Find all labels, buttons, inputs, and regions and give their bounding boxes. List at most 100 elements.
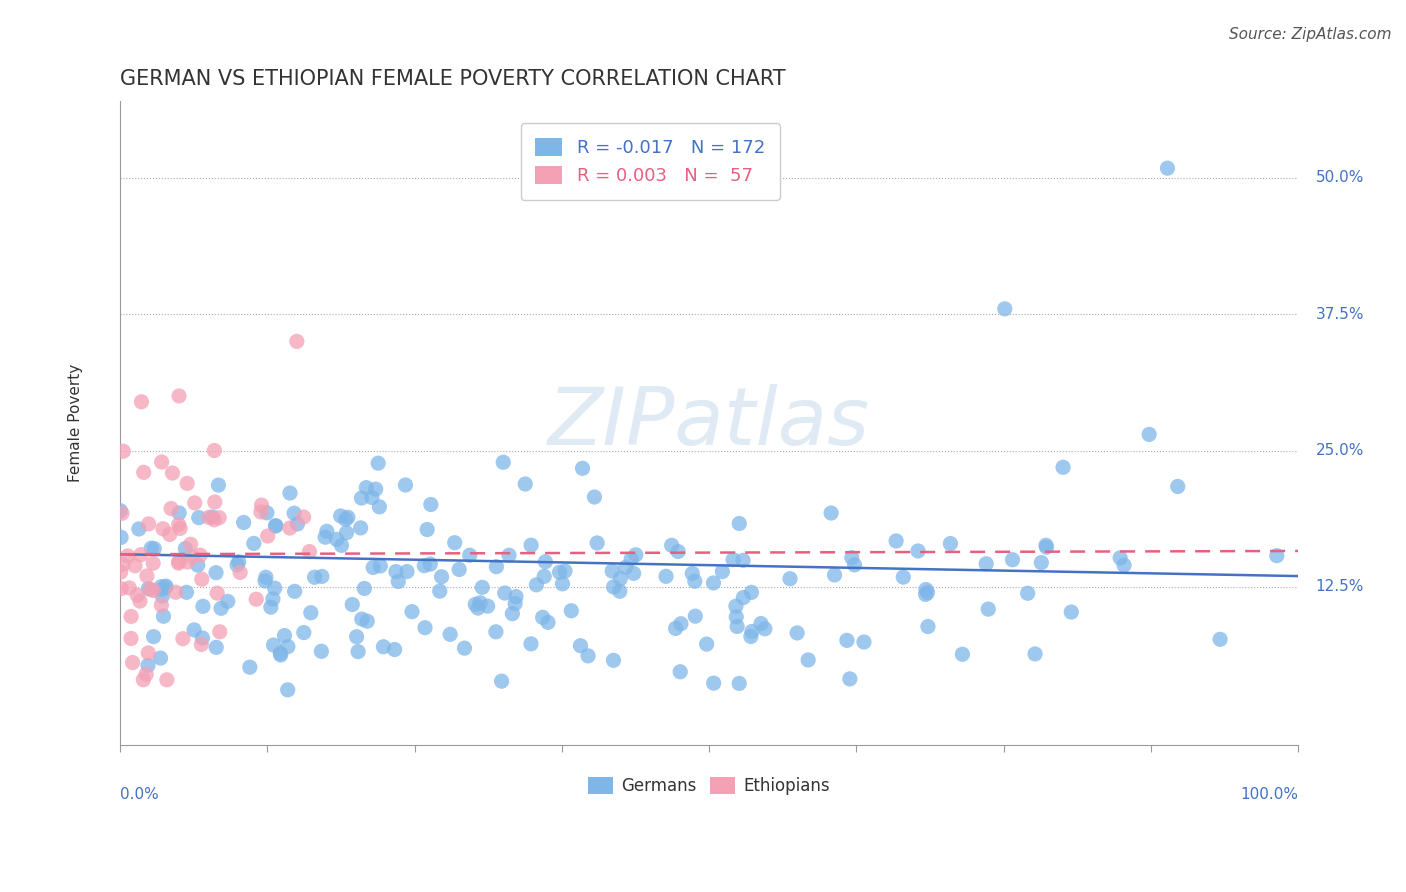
Point — [569, 639, 592, 653]
Point — [228, 555, 250, 569]
Legend: Germans, Ethiopians: Germans, Ethiopians — [582, 770, 837, 801]
Point — [232, 516, 254, 530]
Point — [449, 562, 471, 576]
Point — [183, 623, 205, 637]
Point — [150, 580, 173, 594]
Point — [165, 585, 187, 599]
Point — [884, 533, 907, 548]
Point — [1035, 538, 1057, 552]
Point — [526, 578, 548, 592]
Point — [1017, 586, 1039, 600]
Point — [602, 653, 624, 667]
Point — [191, 599, 214, 614]
Point — [325, 533, 347, 547]
Point — [181, 549, 204, 564]
Point — [749, 616, 772, 631]
Point — [132, 466, 155, 480]
Point — [253, 574, 276, 588]
Point — [141, 541, 163, 556]
Point — [118, 581, 141, 595]
Text: 25.0%: 25.0% — [1316, 443, 1364, 458]
Point — [329, 508, 352, 523]
Point — [202, 443, 225, 458]
Point — [367, 456, 389, 470]
Point — [669, 616, 692, 631]
Point — [494, 586, 516, 600]
Point — [142, 583, 165, 598]
Point — [586, 536, 609, 550]
Point — [439, 627, 461, 641]
Point — [721, 552, 744, 566]
Point — [917, 619, 939, 633]
Point — [187, 510, 209, 524]
Point — [429, 584, 451, 599]
Point — [515, 477, 537, 491]
Point — [576, 648, 599, 663]
Point — [350, 612, 373, 626]
Point — [254, 570, 277, 584]
Point — [342, 598, 364, 612]
Point — [413, 558, 436, 573]
Point — [149, 651, 172, 665]
Point — [661, 538, 683, 552]
Point — [395, 565, 418, 579]
Point — [1167, 479, 1189, 493]
Point — [278, 521, 301, 535]
Point — [917, 585, 939, 599]
Point — [852, 635, 875, 649]
Point — [731, 553, 754, 567]
Point — [368, 500, 391, 514]
Point — [820, 506, 842, 520]
Point — [364, 482, 387, 496]
Point — [167, 555, 190, 569]
Point — [226, 558, 249, 572]
Point — [142, 556, 165, 570]
Point — [470, 596, 492, 610]
Point — [361, 560, 384, 574]
Point — [1209, 632, 1232, 647]
Point — [534, 555, 557, 569]
Point — [702, 576, 724, 591]
Point — [314, 530, 336, 544]
Point — [155, 580, 177, 594]
Point — [176, 585, 198, 599]
Point — [835, 633, 858, 648]
Point — [1156, 161, 1178, 176]
Point — [683, 574, 706, 589]
Point — [167, 556, 190, 570]
Point — [623, 566, 645, 581]
Point — [703, 676, 725, 690]
Point — [614, 560, 637, 574]
Point — [844, 558, 866, 572]
Point — [298, 544, 321, 558]
Point — [725, 619, 748, 633]
Point — [346, 630, 368, 644]
Text: 0.0%: 0.0% — [120, 787, 159, 802]
Point — [501, 607, 523, 621]
Point — [132, 673, 155, 687]
Point — [728, 516, 751, 531]
Point — [156, 673, 179, 687]
Point — [492, 455, 515, 469]
Point — [939, 536, 962, 550]
Point — [167, 506, 190, 520]
Point — [315, 524, 337, 539]
Point — [1265, 549, 1288, 563]
Point — [330, 538, 353, 552]
Point — [740, 585, 762, 599]
Point — [977, 602, 1000, 616]
Point — [110, 565, 132, 579]
Point — [385, 565, 408, 579]
Point — [356, 614, 378, 628]
Point — [520, 538, 543, 552]
Point — [127, 588, 149, 602]
Point — [207, 478, 229, 492]
Point — [335, 512, 357, 526]
Point — [292, 510, 315, 524]
Point — [270, 648, 292, 662]
Point — [485, 559, 508, 574]
Point — [128, 522, 150, 536]
Point — [349, 521, 371, 535]
Point — [256, 529, 278, 543]
Point — [285, 334, 308, 349]
